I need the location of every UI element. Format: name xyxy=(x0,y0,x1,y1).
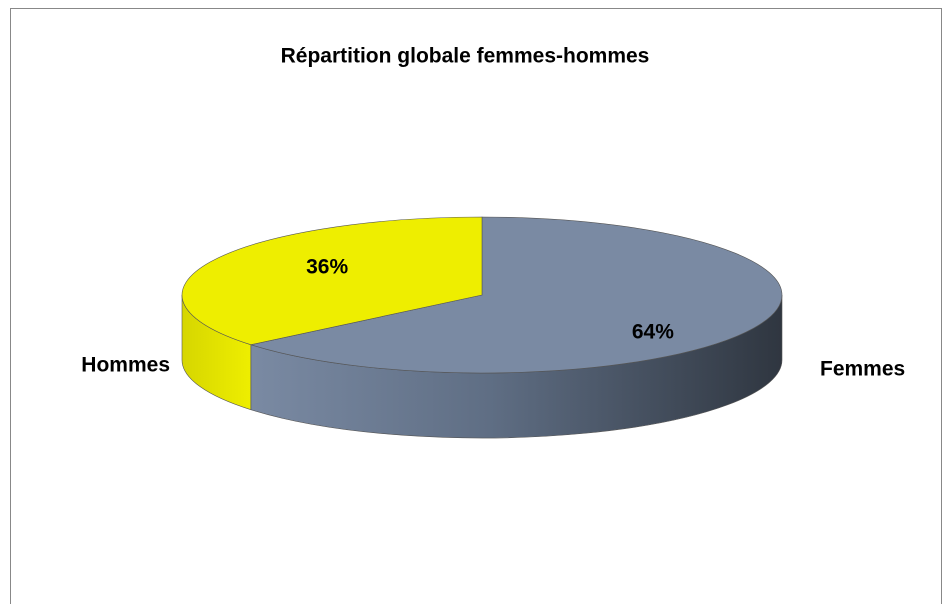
category-label: Hommes xyxy=(81,354,170,377)
chart-title: Répartition globale femmes-hommes xyxy=(281,45,650,68)
slice xyxy=(249,216,783,374)
value-label: 36% xyxy=(306,256,348,279)
category-label: Femmes xyxy=(820,358,905,381)
value-label: 64% xyxy=(632,320,674,343)
slice xyxy=(181,216,483,346)
